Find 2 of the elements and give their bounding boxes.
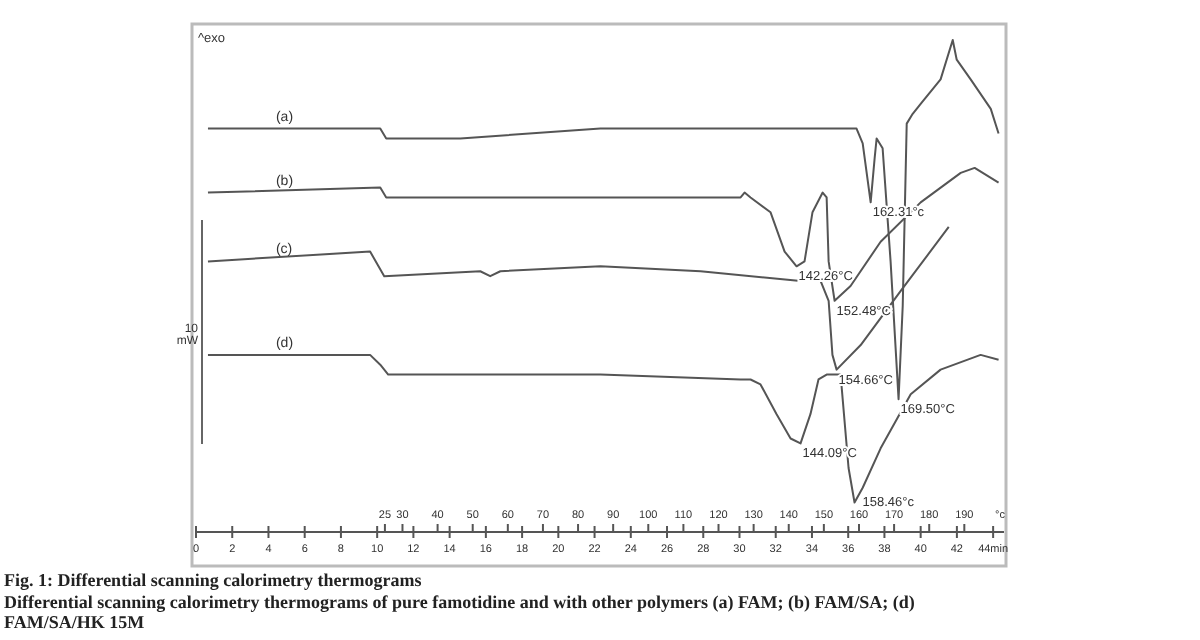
text: Fig. 1: Differential scanning calorimetry thermograms: [4, 570, 423, 590]
text: Differential scanning calorimetry thermograms of pure famotidine and with other polymers (a) FAM; (b) FAM/SA; (d) FAM/SA/HK 15M: [4, 592, 915, 632]
